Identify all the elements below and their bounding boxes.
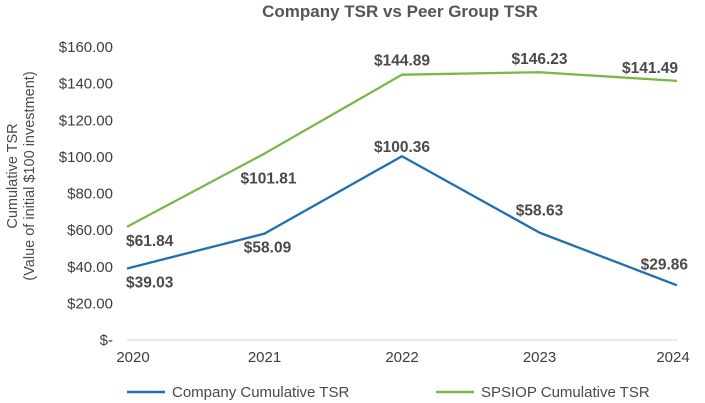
- legend-label-spsiop: SPSIOP Cumulative TSR: [481, 384, 650, 401]
- data-label-company: $100.36: [374, 139, 430, 156]
- chart-title: Company TSR vs Peer Group TSR: [262, 2, 538, 21]
- data-label-company: $58.09: [244, 240, 292, 257]
- data-labels: $39.03 $58.09 $100.36 $58.63 $29.86 $61.84 $10…: [126, 51, 688, 291]
- y-tick-label: $40.00: [67, 259, 113, 276]
- data-label-spsiop: $144.89: [374, 53, 430, 70]
- y-tick-label: $140.00: [59, 76, 113, 93]
- y-tick-label: $80.00: [67, 186, 113, 203]
- y-tick-label: $20.00: [67, 295, 113, 312]
- y-axis-label: Cumulative TSR (Value of initial $100 in…: [5, 71, 38, 280]
- y-axis-label-line2: (Value of initial $100 investment): [22, 71, 38, 280]
- x-tick-label: 2024: [656, 349, 689, 366]
- x-tick-label: 2023: [523, 349, 556, 366]
- data-label-spsiop: $101.81: [240, 171, 296, 188]
- y-axis-ticks: $- $20.00 $40.00 $60.00 $80.00 $100.00 $120.00…: [59, 39, 113, 349]
- data-label-spsiop: $146.23: [511, 51, 567, 68]
- series-line-company: [126, 155, 678, 287]
- x-axis-ticks: 2020 2021 2022 2023 2024: [116, 349, 689, 366]
- series-line-spsiop: [126, 71, 678, 228]
- data-label-spsiop: $61.84: [126, 233, 174, 250]
- x-tick-label: 2021: [248, 349, 281, 366]
- legend: Company Cumulative TSR SPSIOP Cumulative…: [127, 384, 650, 401]
- x-tick-label: 2022: [385, 349, 418, 366]
- legend-label-company: Company Cumulative TSR: [172, 384, 349, 401]
- y-tick-label: $100.00: [59, 149, 113, 166]
- legend-item-spsiop[interactable]: SPSIOP Cumulative TSR: [436, 384, 650, 401]
- y-tick-label: $-: [100, 332, 113, 349]
- data-label-company: $29.86: [641, 256, 689, 273]
- series-lines: [126, 71, 678, 287]
- y-axis-label-line1: Cumulative TSR: [5, 123, 21, 228]
- data-label-company: $39.03: [126, 275, 174, 292]
- data-label-company: $58.63: [516, 203, 564, 220]
- x-tick-label: 2020: [116, 349, 149, 366]
- y-tick-label: $160.00: [59, 39, 113, 56]
- data-label-spsiop: $141.49: [622, 60, 678, 77]
- y-tick-label: $60.00: [67, 222, 113, 239]
- y-tick-label: $120.00: [59, 112, 113, 129]
- legend-item-company[interactable]: Company Cumulative TSR: [127, 384, 349, 401]
